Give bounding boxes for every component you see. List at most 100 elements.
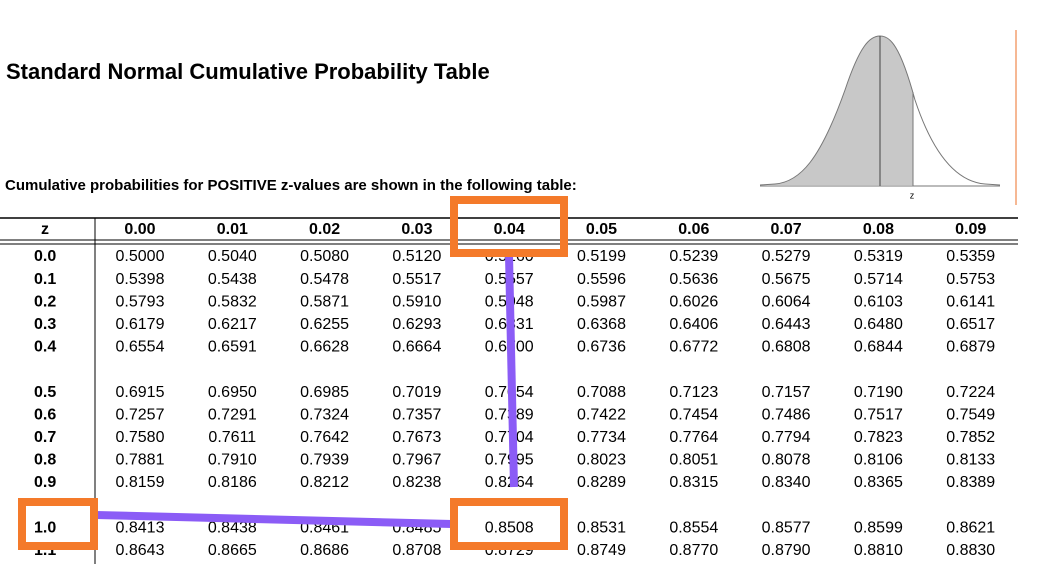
table-cell: 0.5714 [854,271,903,288]
annotations [18,196,568,550]
table-cell: 0.6517 [946,316,995,333]
table-cell: 0.6736 [577,339,626,356]
table-cell: 0.8133 [946,452,995,469]
table-cell: 0.8078 [762,452,811,469]
table-cell: 0.5832 [208,293,257,310]
table-cell: 0.7324 [300,406,349,423]
table-cell: 0.5910 [392,293,441,310]
table-cell: 0.5596 [577,271,626,288]
table-cell: 0.6985 [300,384,349,401]
column-header: 0.09 [955,221,986,238]
column-header: z [41,221,49,238]
table-cell: 0.6026 [669,293,718,310]
table-cell: 0.8643 [116,542,165,559]
table-cell: 0.7088 [577,384,626,401]
table-cell: 0.5319 [854,248,903,265]
table-cell: 0.7642 [300,429,349,446]
table-cell: 0.8238 [392,474,441,491]
row-label: 0.3 [34,316,56,333]
table-cell: 0.6368 [577,316,626,333]
table-cell: 0.5120 [392,248,441,265]
row-label: 0.2 [34,293,56,310]
table-cell: 0.5753 [946,271,995,288]
table-cell: 0.6255 [300,316,349,333]
table-cell: 0.5239 [669,248,718,265]
table-cell: 0.6591 [208,339,257,356]
table-cell: 0.6879 [946,339,995,356]
table-cell: 0.6915 [116,384,165,401]
table-cell: 0.7257 [116,406,165,423]
column-header: 0.05 [586,221,617,238]
table-cell: 0.7794 [762,429,811,446]
table-cell: 0.5040 [208,248,257,265]
column-header: 0.02 [309,221,340,238]
table-cell: 0.5438 [208,271,257,288]
table-cell: 0.8340 [762,474,811,491]
table-cell: 0.7123 [669,384,718,401]
table-cell: 0.6664 [392,339,441,356]
table-cell: 0.6844 [854,339,903,356]
table-cell: 0.8830 [946,542,995,559]
purple-arrow [95,511,453,528]
table-cell: 0.8051 [669,452,718,469]
table-cell: 0.7422 [577,406,626,423]
table-cell: 0.8531 [577,519,626,536]
table-cell: 0.8577 [762,519,811,536]
table-cell: 0.7019 [392,384,441,401]
table-cell: 0.5478 [300,271,349,288]
column-header: 0.07 [771,221,802,238]
table-cell: 0.8289 [577,474,626,491]
table-cell: 0.7939 [300,452,349,469]
column-header: 0.01 [217,221,248,238]
row-label: 1.0 [34,519,56,536]
table-cell: 0.7580 [116,429,165,446]
table-cell: 0.6217 [208,316,257,333]
row-label: 0.7 [34,429,56,446]
table-cell: 0.7611 [208,429,256,446]
curve-label: z [910,190,915,200]
table-cell: 0.5398 [116,271,165,288]
table-cell: 0.6103 [854,293,903,310]
table-cell: 0.7764 [669,429,718,446]
row-label: 0.8 [34,452,56,469]
table-cell: 0.8315 [669,474,718,491]
row-label: 0.5 [34,384,56,401]
table-cell: 0.8810 [854,542,903,559]
table-cell: 0.6179 [116,316,165,333]
table-cell: 0.8159 [116,474,165,491]
table-cell: 0.7881 [116,452,165,469]
table-cell: 0.8599 [854,519,903,536]
table-cell: 0.8389 [946,474,995,491]
table-cell: 0.8665 [208,542,257,559]
table-cell: 0.7224 [946,384,995,401]
table-cell: 0.6772 [669,339,718,356]
table-cell: 0.8708 [392,542,441,559]
purple-arrow [505,254,518,488]
title: Standard Normal Cumulative Probability T… [6,59,490,84]
column-header: 0.03 [401,221,432,238]
table-cell: 0.7852 [946,429,995,446]
table-cell: 0.6628 [300,339,349,356]
table: z 0.00 0.01 0.02 0.03 0.04 0.05 0.06 0.07 0.08 0.0… [34,221,995,559]
table-cell: 0.8413 [116,519,165,536]
table-cell: 0.5987 [577,293,626,310]
table-cell: 0.6064 [762,293,811,310]
table-cell: 0.5199 [577,248,626,265]
table-cell: 0.7454 [669,406,718,423]
table-cell: 0.8106 [854,452,903,469]
table-cell: 0.8212 [300,474,349,491]
highlight-box [450,498,568,550]
table-cell: 0.6480 [854,316,903,333]
table-cell: 0.8770 [669,542,718,559]
table-cell: 0.7823 [854,429,903,446]
table-cell: 0.7291 [208,406,257,423]
table-cell: 0.7517 [854,406,903,423]
table-cell: 0.5359 [946,248,995,265]
table-cell: 0.6950 [208,384,257,401]
table-cell: 0.7190 [854,384,903,401]
table-cell: 0.8508 [485,519,534,536]
subtitle: Cumulative probabilities for POSITIVE z-… [5,177,577,194]
table-cell: 0.8621 [946,519,995,536]
table-cell: 0.8686 [300,542,349,559]
